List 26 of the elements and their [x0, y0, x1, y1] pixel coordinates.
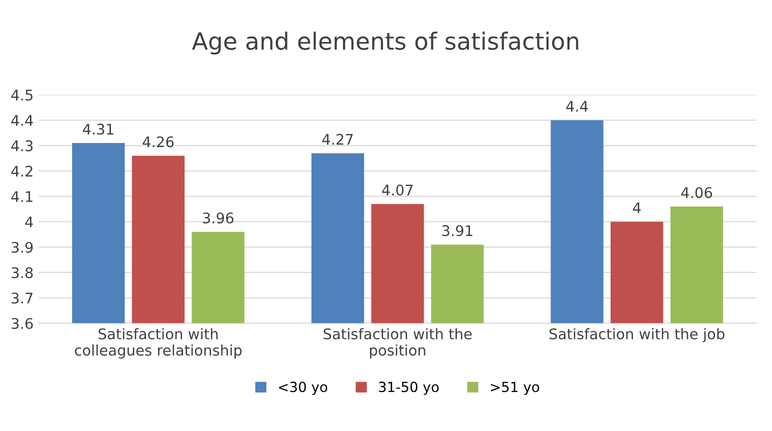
- y-tick-label: 3.8: [12, 267, 33, 278]
- data-label: 4.06: [681, 187, 712, 198]
- y-tick-label: 4.1: [11, 191, 32, 202]
- data-label: 4.4: [566, 100, 588, 112]
- y-tick-label: 3.6: [12, 318, 33, 329]
- y-tick-label: 4.3: [11, 140, 33, 152]
- legend-label: 31-50 yo: [379, 382, 439, 395]
- data-label: 4.07: [382, 184, 413, 196]
- y-tick-label: 3.9: [12, 242, 33, 253]
- x-tick-label: Satisfaction with the job: [550, 328, 724, 342]
- data-label: 4.27: [322, 134, 353, 145]
- data-label: 3.91: [442, 225, 472, 236]
- y-tick-label: 3.7: [12, 292, 32, 304]
- y-tick-label: 4: [25, 216, 33, 228]
- legend-label: >51 yo: [490, 382, 540, 395]
- y-tick-label: 4.5: [11, 90, 32, 101]
- chart-title: Age and elements of satisfaction: [192, 32, 578, 55]
- data-label: 4.31: [82, 124, 114, 135]
- y-tick-label: 4.2: [11, 166, 32, 177]
- x-tick-label: Satisfaction with colleagues relationship: [74, 328, 242, 359]
- legend-label: <30 yo: [278, 382, 328, 395]
- data-label: 3.96: [202, 212, 234, 224]
- x-tick-label: Satisfaction with the position: [324, 328, 472, 359]
- data-label: 4.26: [142, 136, 174, 148]
- data-label: 4: [632, 202, 641, 214]
- y-tick-label: 4.4: [11, 115, 33, 126]
